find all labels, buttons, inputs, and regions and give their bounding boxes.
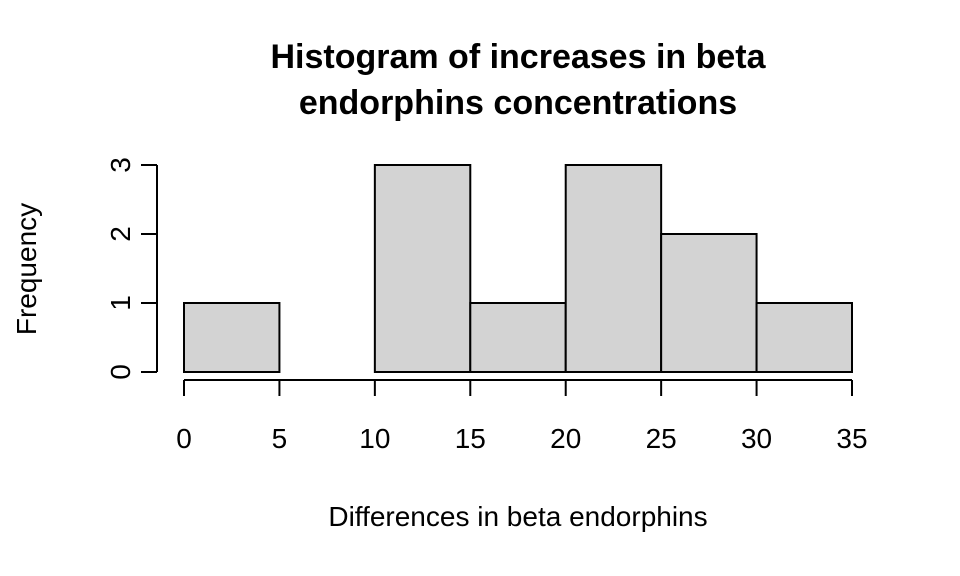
histogram-bar-3 bbox=[469, 302, 567, 373]
histogram-bar-0 bbox=[183, 302, 281, 373]
y-axis: 0 1 2 3 bbox=[105, 157, 158, 380]
x-tick-label: 25 bbox=[646, 423, 677, 454]
y-tick-label: 3 bbox=[105, 157, 136, 173]
y-tick-label: 2 bbox=[105, 226, 136, 242]
bars-group bbox=[183, 164, 853, 373]
x-tick-label: 10 bbox=[359, 423, 390, 454]
x-tick-label: 5 bbox=[272, 423, 288, 454]
histogram-bar-6 bbox=[755, 302, 853, 373]
histogram-bar-4 bbox=[564, 164, 663, 373]
x-axis-label: Differences in beta endorphins bbox=[328, 501, 707, 532]
x-tick-label: 35 bbox=[836, 423, 867, 454]
x-tick-label: 0 bbox=[176, 423, 192, 454]
chart-title-line-2: endorphins concentrations bbox=[299, 84, 737, 122]
x-tick-label: 15 bbox=[455, 423, 486, 454]
y-tick-label: 1 bbox=[105, 295, 136, 311]
y-axis-label: Frequency bbox=[11, 203, 42, 335]
chart-title-line-1: Histogram of increases in beta bbox=[270, 38, 766, 76]
y-tick-label: 0 bbox=[105, 364, 136, 380]
x-tick-label: 30 bbox=[741, 423, 772, 454]
x-axis: 0 5 10 15 20 25 30 35 bbox=[176, 379, 868, 454]
histogram-bar-5 bbox=[660, 233, 758, 373]
x-tick-label: 20 bbox=[550, 423, 581, 454]
histogram-bar-2 bbox=[373, 164, 472, 373]
